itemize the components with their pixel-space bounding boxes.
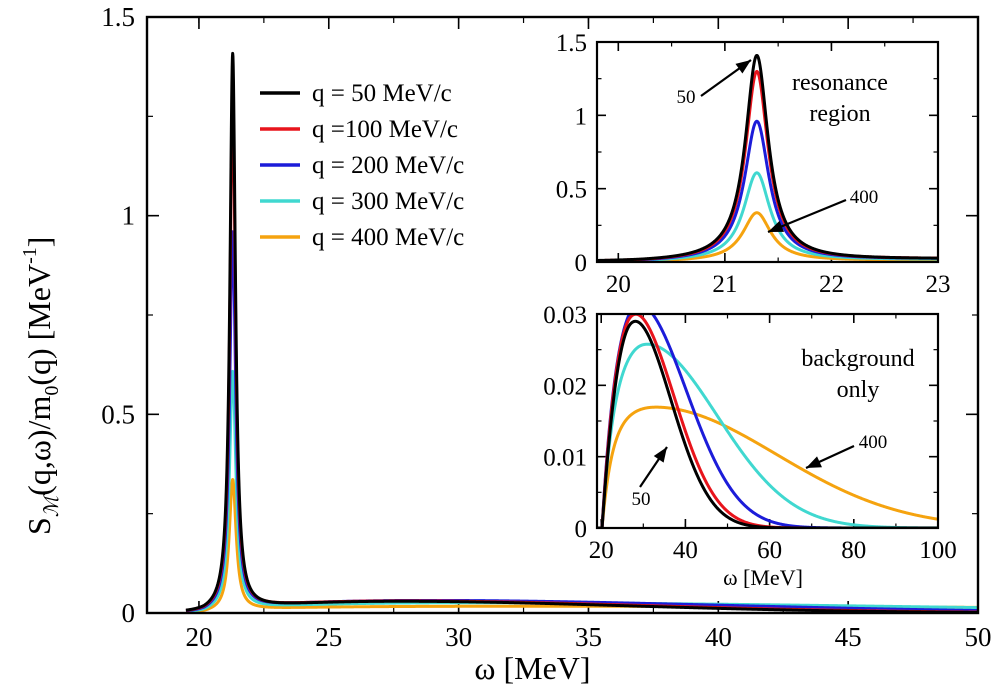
background-arrow-50-head: [653, 447, 667, 463]
legend-entry: q = 50 MeV/c: [260, 80, 452, 107]
main-ytick-label: 0: [122, 598, 136, 628]
main-frame: [145, 15, 980, 615]
res-ytick-label: 0.5: [556, 177, 587, 204]
main-ytick-label: 0.5: [101, 399, 135, 429]
main-xtick-label: 45: [835, 622, 862, 652]
bg-xtick-label: 100: [919, 537, 957, 564]
res-xtick-label: 22: [819, 271, 844, 298]
main-xtick-label: 30: [445, 622, 472, 652]
legend: q = 50 MeV/c q =100 MeV/c q = 200 MeV/c q =…: [260, 80, 464, 251]
res-xtick-label: 21: [712, 271, 737, 298]
main-xtick-label: 40: [705, 622, 732, 652]
main-ticks: 20 25 30 35 40 45 50 0 0.5 1 1.5: [101, 2, 991, 652]
background-arrow-label-50: 50: [632, 489, 651, 510]
main-ytick-label: 1: [122, 201, 136, 231]
legend-label: q = 400 MeV/c: [312, 224, 464, 251]
legend-label: q = 200 MeV/c: [312, 152, 464, 179]
inset-resonance-frame: [595, 40, 940, 264]
background-annotation-line2: only: [837, 377, 880, 403]
main-xtick-label: 25: [315, 622, 342, 652]
inset-background-plot: 20 40 60 80 100 0 0.01 0.02 0.03 background only ω …: [543, 302, 957, 590]
main-x-axis-title: ω [MeV]: [474, 650, 590, 686]
res-xtick-label: 23: [926, 271, 951, 298]
bg-ytick-label: 0.02: [543, 373, 587, 400]
res-ytick-label: 0: [575, 250, 588, 277]
main-series: [184, 51, 978, 613]
bg-ytick-label: 0: [575, 516, 588, 543]
bg-series-line: [597, 405, 938, 528]
res-xtick-label: 20: [606, 271, 631, 298]
bg-xtick-label: 60: [757, 537, 782, 564]
bg-ytick-label: 0.03: [543, 302, 587, 329]
bg-xtick-label: 20: [589, 537, 614, 564]
legend-label: q =100 MeV/c: [312, 116, 458, 143]
background-annotation-line1: background: [801, 346, 914, 372]
bg-xtick-label: 40: [673, 537, 698, 564]
main-xtick-label: 20: [185, 622, 212, 652]
main-xtick-label: 35: [575, 622, 602, 652]
resonance-annotation-line1: resonance: [792, 70, 888, 96]
main-series-line: [184, 51, 978, 613]
bg-ytick-label: 0.01: [543, 445, 587, 472]
main-ytick-label: 1.5: [101, 2, 135, 32]
main-y-axis-title: Sℳ(q,ω)/m0(q) [MeV-1]: [19, 237, 63, 535]
legend-entry: q = 300 MeV/c: [260, 188, 464, 215]
legend-entry: q = 400 MeV/c: [260, 224, 464, 251]
background-x-axis-title: ω [MeV]: [723, 565, 803, 590]
inset-background-frame: [595, 312, 940, 530]
legend-label: q = 300 MeV/c: [312, 188, 464, 215]
res-ytick-label: 1: [575, 103, 588, 130]
legend-entry: q = 200 MeV/c: [260, 152, 464, 179]
legend-entry: q =100 MeV/c: [260, 116, 458, 143]
background-arrow-400-head: [806, 456, 822, 468]
res-series-line: [597, 53, 938, 262]
inset-resonance-series: [597, 53, 938, 262]
legend-label: q = 50 MeV/c: [312, 80, 452, 107]
resonance-arrow-label-50: 50: [677, 87, 696, 108]
inset-resonance-plot: 20 21 22 23 0 0.5 1 1.5 resonance region 50 400: [556, 30, 951, 298]
resonance-arrow-50-head: [735, 60, 751, 74]
res-ytick-label: 1.5: [556, 30, 587, 57]
background-arrow-label-400: 400: [859, 432, 888, 453]
bg-xtick-label: 80: [841, 537, 866, 564]
resonance-arrow-400-head: [768, 220, 784, 232]
resonance-annotation-line2: region: [809, 101, 870, 127]
resonance-arrow-label-400: 400: [850, 187, 879, 208]
bg-series-line: [597, 314, 938, 528]
main-xtick-label: 50: [965, 622, 992, 652]
